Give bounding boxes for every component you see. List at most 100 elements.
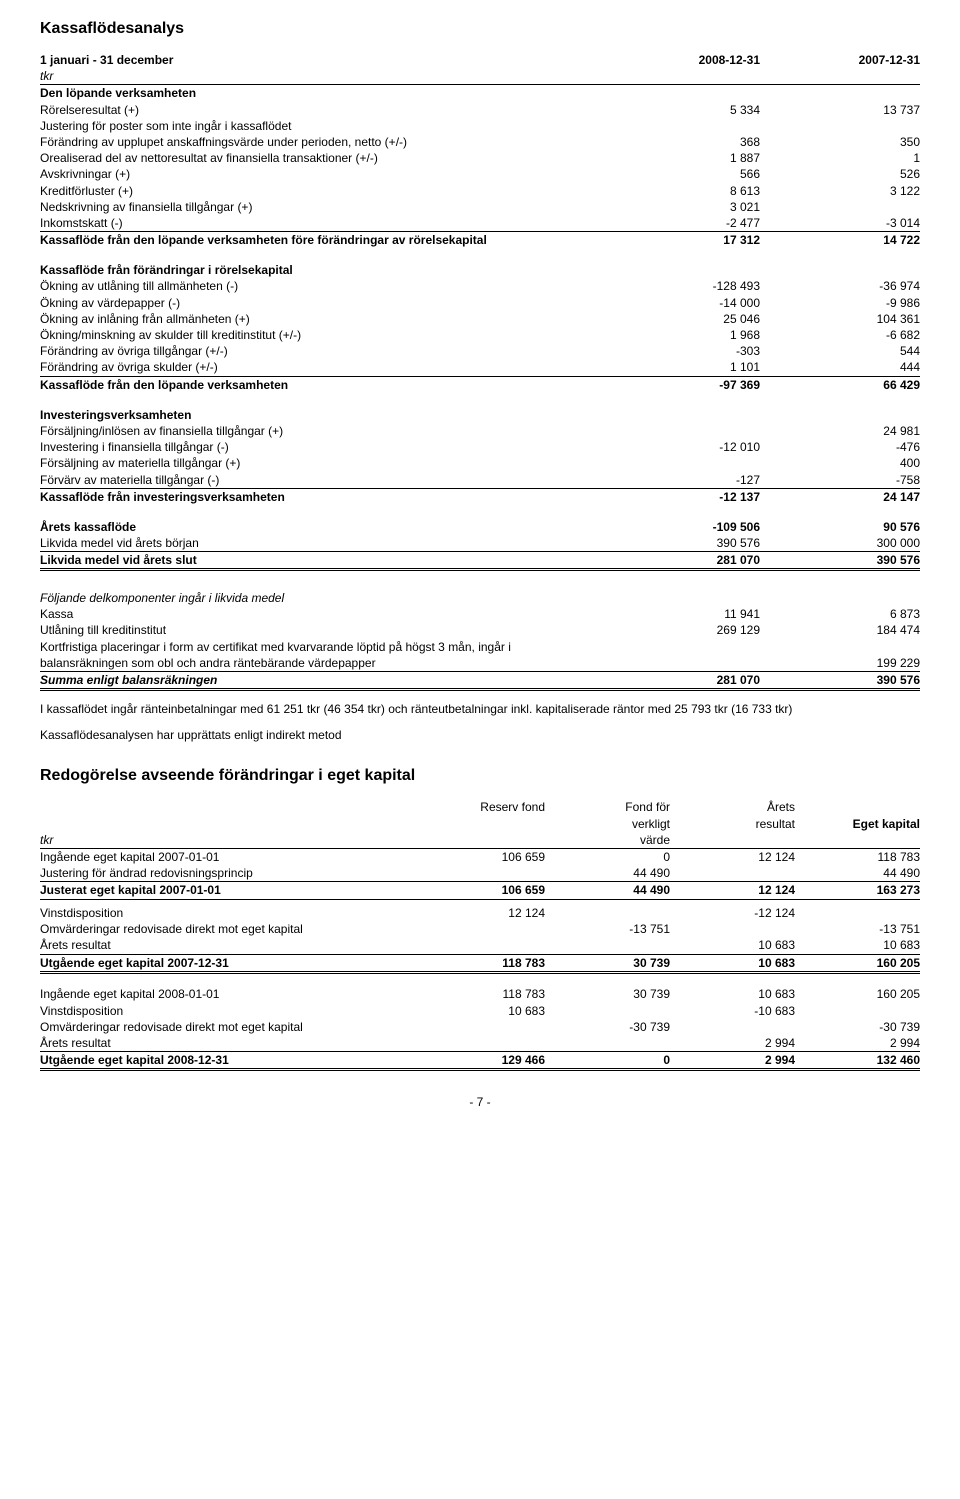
hdr-c4-l1: Eget kapital: [795, 816, 920, 832]
sum-delkomp-label: Summa enligt balansräkningen: [40, 671, 600, 689]
table-row-label: Ingående eget kapital 2008-01-01: [40, 986, 420, 1002]
table-cell: [545, 1035, 670, 1051]
table-cell: 368: [600, 134, 760, 150]
eq-sum3-a: 129 466: [420, 1052, 545, 1070]
col-b-header: 2007-12-31: [760, 52, 920, 68]
table-cell: 444: [760, 359, 920, 375]
table-cell: [795, 1003, 920, 1019]
sum-delkomp-a: 281 070: [600, 671, 760, 689]
sec-forandr: Kassaflöde från förändringar i rörelseka…: [40, 262, 600, 278]
table-row-label: Ökning av utlåning till allmänheten (-): [40, 278, 600, 294]
table-cell: -13 751: [545, 921, 670, 937]
table-row-label: Förändring av övriga skulder (+/-): [40, 359, 600, 375]
table-cell: [795, 905, 920, 921]
equity-tkr: tkr: [40, 832, 420, 849]
eq-sum2-b: 30 739: [545, 954, 670, 972]
table-cell: [420, 937, 545, 953]
table-row-label: Förändring av övriga tillgångar (+/-): [40, 343, 600, 359]
arets-kf-b: 90 576: [760, 519, 920, 535]
table-cell: 269 129: [600, 622, 760, 638]
eq-sum2-c: 10 683: [670, 954, 795, 972]
table-cell: -758: [760, 472, 920, 488]
table-cell: -12 010: [600, 439, 760, 455]
table-cell: 400: [760, 455, 920, 471]
table-row-label: Ingående eget kapital 2007-01-01: [40, 849, 420, 866]
arets-kf-a: -109 506: [600, 519, 760, 535]
table-cell: -3 014: [760, 215, 920, 231]
eq-sum1-b: 44 490: [545, 882, 670, 899]
col-a-header: 2008-12-31: [600, 52, 760, 68]
table-row-label: Försäljning/inlösen av finansiella tillg…: [40, 423, 600, 439]
table-cell: 118 783: [420, 986, 545, 1002]
sum-lopande-b: 14 722: [760, 232, 920, 249]
eq-sum1-a: 106 659: [420, 882, 545, 899]
table-cell: [600, 423, 760, 439]
table-row-label: Ökning/minskning av skulder till krediti…: [40, 327, 600, 343]
table-cell: 118 783: [795, 849, 920, 866]
table-cell: [545, 905, 670, 921]
table-cell: 6 873: [760, 606, 920, 622]
table-cell: -10 683: [670, 1003, 795, 1019]
delkomp-note2: balansräkningen som obl och andra ränteb…: [40, 655, 600, 671]
table-cell: 10 683: [420, 1003, 545, 1019]
eq-sum1-c: 12 124: [670, 882, 795, 899]
hdr-c3-l2: resultat: [670, 816, 795, 832]
table-row-label: Kreditförluster (+): [40, 183, 600, 199]
table-cell: -2 477: [600, 215, 760, 231]
table-cell: 12 124: [670, 849, 795, 866]
likvida-borjan-label: Likvida medel vid årets början: [40, 535, 600, 551]
table-cell: 12 124: [420, 905, 545, 921]
table-row-label: Förändring av upplupet anskaffningsvärde…: [40, 134, 600, 150]
sec-delkomp: Följande delkomponenter ingår i likvida …: [40, 590, 600, 606]
table-cell: [420, 1019, 545, 1035]
sum-forandr-a: -97 369: [600, 376, 760, 393]
delkomp-note-b: 199 229: [760, 655, 920, 671]
table-cell: -128 493: [600, 278, 760, 294]
table-cell: [670, 921, 795, 937]
table-row-label: Investering i finansiella tillgångar (-): [40, 439, 600, 455]
table-cell: 25 046: [600, 311, 760, 327]
table-row-label: Vinstdisposition: [40, 905, 420, 921]
hdr-c2-l2: verkligt: [545, 816, 670, 832]
likvida-slut-b: 390 576: [760, 552, 920, 570]
table-cell: -9 986: [760, 295, 920, 311]
hdr-c1-l1: Reserv fond: [420, 799, 545, 815]
table-cell: [545, 1003, 670, 1019]
table-row-label: Omvärderingar redovisade direkt mot eget…: [40, 1019, 420, 1035]
table-cell: 44 490: [545, 865, 670, 881]
sec-lopande: Den löpande verksamheten: [40, 85, 600, 102]
table-cell: 526: [760, 166, 920, 182]
table-cell: -303: [600, 343, 760, 359]
table-cell: 350: [760, 134, 920, 150]
table-cell: 13 737: [760, 102, 920, 118]
sum-delkomp-b: 390 576: [760, 671, 920, 689]
eq-sum2-a: 118 783: [420, 954, 545, 972]
table-cell: -30 739: [795, 1019, 920, 1035]
table-cell: 44 490: [795, 865, 920, 881]
sec-invest: Investeringsverksamheten: [40, 407, 600, 423]
eq-sum3-d: 132 460: [795, 1052, 920, 1070]
table-cell: [545, 937, 670, 953]
table-row-label: Omvärderingar redovisade direkt mot eget…: [40, 921, 420, 937]
table-cell: 8 613: [600, 183, 760, 199]
table-cell: [670, 865, 795, 881]
table-cell: 2 994: [795, 1035, 920, 1051]
hdr-c2-l3: värde: [545, 832, 670, 849]
table-row-label: Nedskrivning av finansiella tillgångar (…: [40, 199, 600, 215]
table-cell: 3 122: [760, 183, 920, 199]
table-cell: -12 124: [670, 905, 795, 921]
table-row-label: Försäljning av materiella tillgångar (+): [40, 455, 600, 471]
table-cell: 11 941: [600, 606, 760, 622]
table-row-label: Ökning av inlåning från allmänheten (+): [40, 311, 600, 327]
table-cell: 3 021: [600, 199, 760, 215]
table-cell: 160 205: [795, 986, 920, 1002]
eq-sum2-d: 160 205: [795, 954, 920, 972]
eq-sum3-c: 2 994: [670, 1052, 795, 1070]
sum-forandr-label: Kassaflöde från den löpande verksamheten: [40, 376, 600, 393]
table-cell: 1: [760, 150, 920, 166]
table-row-label: Förvärv av materiella tillgångar (-): [40, 472, 600, 488]
sum-invest-label: Kassaflöde från investeringsverksamheten: [40, 488, 600, 505]
sum-lopande-a: 17 312: [600, 232, 760, 249]
eq-sum1-label: Justerat eget kapital 2007-01-01: [40, 882, 420, 899]
table-row-label: Ökning av värdepapper (-): [40, 295, 600, 311]
